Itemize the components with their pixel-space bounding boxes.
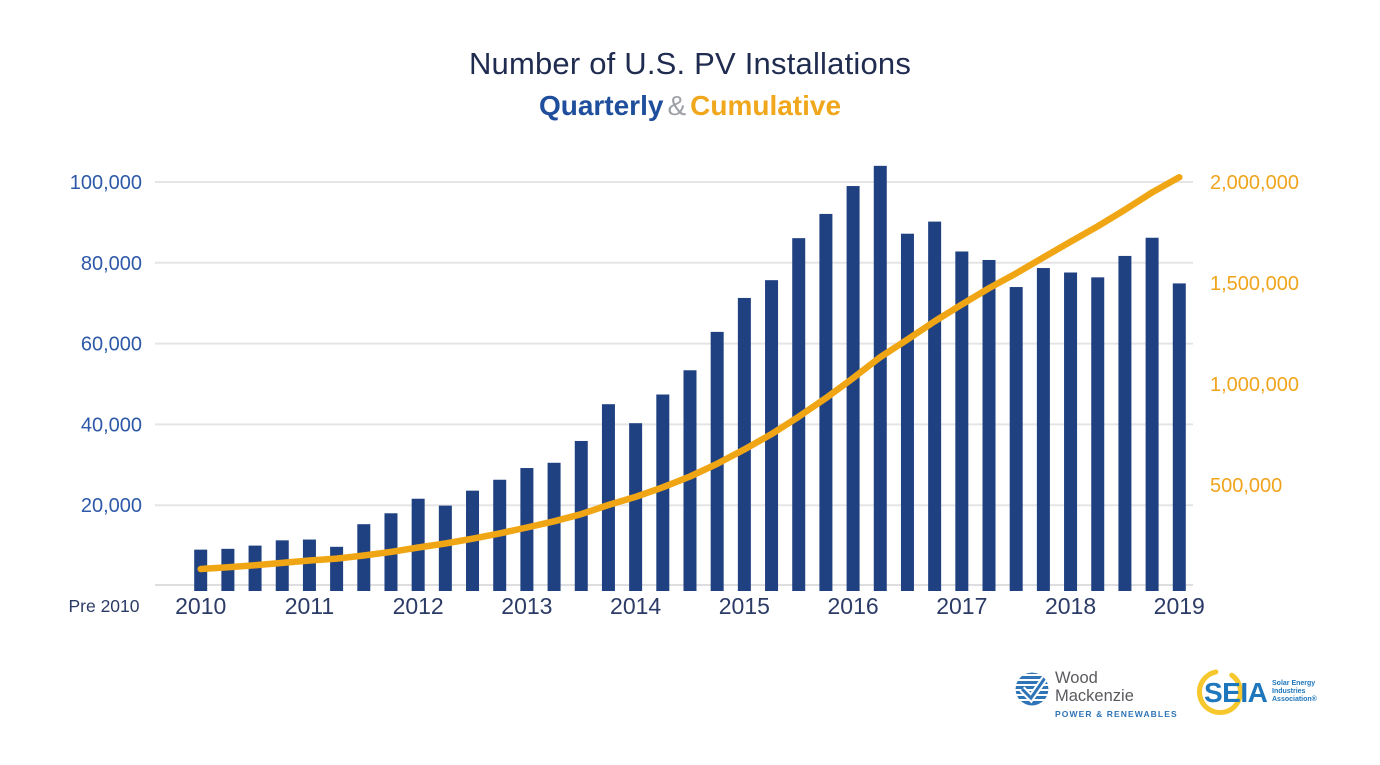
bar-2012-Q2 <box>438 505 452 591</box>
right-axis-tick-1000000: 1,000,000 <box>1210 374 1299 396</box>
left-axis-tick-20000: 20,000 <box>81 495 142 517</box>
left-axis-tick-80000: 80,000 <box>81 253 142 275</box>
wood-mackenzie-name-line2: Mackenzie <box>1055 687 1134 705</box>
bar-2015-Q1 <box>737 297 751 591</box>
seia-subtext-line2: Industries <box>1272 688 1306 695</box>
bar-2018-Q1 <box>1064 272 1078 591</box>
bar-2017-Q2 <box>982 259 996 591</box>
wood-mackenzie-globe-icon <box>1015 672 1049 706</box>
x-label-2010: 2010 <box>175 593 226 619</box>
legend-quarterly-label: Quarterly <box>538 90 664 121</box>
bar-2013-Q4 <box>601 404 615 591</box>
bar-2018-Q2 <box>1091 277 1105 591</box>
bar-2014-Q2 <box>656 394 670 591</box>
x-label-2015: 2015 <box>719 593 770 619</box>
bar-2014-Q3 <box>683 370 697 591</box>
x-label-2017: 2017 <box>936 593 987 619</box>
x-label-2011: 2011 <box>285 593 334 619</box>
x-label-2014: 2014 <box>610 593 661 619</box>
left-axis-tick-40000: 40,000 <box>81 414 142 436</box>
bar-2016-Q3 <box>900 233 914 591</box>
legend-cumulative-label: Cumulative <box>690 90 842 121</box>
x-label-2019: 2019 <box>1154 593 1205 619</box>
chart-header: Number of U.S. PV Installations Quarterl… <box>0 0 1380 122</box>
seia-subtext-line1: Solar Energy <box>1272 680 1315 687</box>
legend-ampersand: & <box>667 90 687 121</box>
seia-sun-swirl-icon <box>1197 669 1243 715</box>
bar-2015-Q4 <box>819 213 833 591</box>
bar-2011-Q2 <box>330 546 344 591</box>
cumulative-line <box>197 173 1183 573</box>
bar-2013-Q2 <box>547 462 561 591</box>
bar-2016-Q1 <box>846 186 860 592</box>
bar-2017-Q3 <box>1009 287 1023 591</box>
seia-subtext-line3: Association® <box>1272 695 1318 703</box>
bar-2011-Q1 <box>302 539 316 591</box>
bar-2016-Q2 <box>873 165 887 591</box>
bar-2016-Q4 <box>928 221 942 592</box>
bar-2014-Q1 <box>629 423 643 591</box>
right-axis-tick-500000: 500,000 <box>1210 475 1282 497</box>
x-label-2018: 2018 <box>1045 593 1096 619</box>
chart-subtitle: Quarterly & Cumulative <box>0 90 1380 122</box>
right-axis-tick-1500000: 1,500,000 <box>1210 273 1299 295</box>
bar-2018-Q3 <box>1118 255 1132 591</box>
bar-2017-Q4 <box>1036 268 1050 591</box>
wood-mackenzie-name-line1: Wood <box>1055 669 1098 687</box>
bar-2018-Q4 <box>1145 237 1159 591</box>
chart-title: Number of U.S. PV Installations <box>468 46 912 81</box>
right-axis-tick-2000000: 2,000,000 <box>1210 172 1299 194</box>
wood-mackenzie-tagline: POWER & RENEWABLES <box>1055 709 1178 719</box>
left-axis-tick-60000: 60,000 <box>81 334 142 356</box>
x-label-2012: 2012 <box>393 593 444 619</box>
seia-logo: SEIA Solar Energy Industries Association… <box>1197 669 1318 715</box>
seia-acronym: SEIA <box>1204 677 1268 708</box>
x-label-2016: 2016 <box>827 593 878 619</box>
wood-mackenzie-logo: Wood Mackenzie POWER & RENEWABLES <box>1015 669 1178 719</box>
bar-2017-Q1 <box>955 251 969 591</box>
x-label-pre-2010: Pre 2010 <box>68 596 139 616</box>
bar-2019-Q1 <box>1172 283 1186 591</box>
left-axis-tick-100000: 100,000 <box>70 172 142 194</box>
x-label-2013: 2013 <box>501 593 552 619</box>
